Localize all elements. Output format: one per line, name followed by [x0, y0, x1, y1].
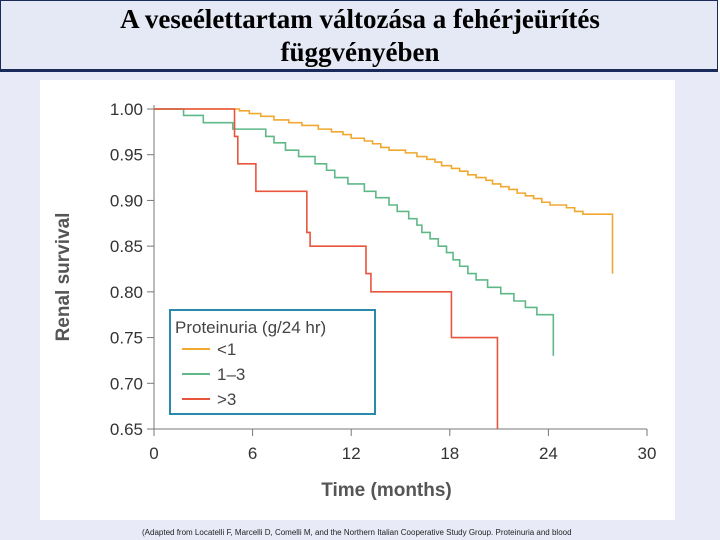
series-line-2 [154, 108, 499, 429]
x-tick-label-3: 18 [440, 444, 459, 463]
chart-panel: 1.00 0.95 0.90 0.85 0.80 0.75 0.70 0.65 0 6 12 18 24… [40, 80, 675, 520]
legend-layer: Proteinuria (g/24 hr) <1 1–3 >3 [169, 309, 376, 415]
y-tick-label-1: 0.95 [110, 146, 143, 165]
x-tick-label-5: 30 [638, 444, 657, 463]
source-footnote: (Adapted from Locatelli F, Marcelli D, C… [142, 528, 572, 537]
y-tick-label-4: 0.80 [110, 283, 143, 302]
slide-title: A veseélettartam változása a fehérjeürít… [1, 3, 719, 69]
slide-title-bar: A veseélettartam változása a fehérjeürít… [0, 0, 718, 72]
slide-title-line2: függvényében [280, 37, 440, 67]
legend-label-0: <1 [217, 340, 236, 359]
y-tick-label-5: 0.75 [110, 329, 143, 348]
x-tick-label-0: 0 [149, 444, 158, 463]
x-axis-label: Time (months) [321, 480, 452, 501]
x-tick-label-4: 24 [539, 444, 558, 463]
slide-title-line1: A veseélettartam változása a fehérjeürít… [120, 4, 600, 34]
series-line-1 [154, 108, 555, 356]
y-tick-label-2: 0.90 [110, 191, 143, 210]
y-tick-label-7: 0.65 [110, 420, 143, 439]
legend-title: Proteinuria (g/24 hr) [175, 318, 326, 337]
legend-box [169, 309, 376, 415]
survival-chart: 1.00 0.95 0.90 0.85 0.80 0.75 0.70 0.65 0 6 12 18 24… [53, 100, 656, 501]
series-layer [154, 108, 614, 429]
y-tick-label-0: 1.00 [110, 100, 143, 119]
y-tick-label-6: 0.70 [110, 374, 143, 393]
x-tick-label-1: 6 [248, 444, 257, 463]
axis-layer: 1.00 0.95 0.90 0.85 0.80 0.75 0.70 0.65 0 6 12 18 24… [53, 100, 656, 501]
legend-label-2: >3 [217, 390, 236, 409]
x-tick-label-2: 12 [342, 444, 361, 463]
y-tick-label-3: 0.85 [110, 237, 143, 256]
series-line-0 [154, 108, 614, 274]
legend-label-1: 1–3 [217, 365, 245, 384]
y-axis-label: Renal survival [53, 213, 74, 342]
